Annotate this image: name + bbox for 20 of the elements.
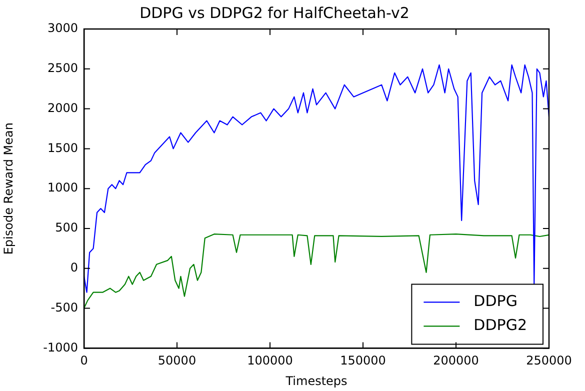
y-tick-label: 1000 [47, 180, 78, 195]
x-tick-label: 150000 [340, 354, 386, 368]
x-tick-label: 250000 [526, 354, 572, 368]
y-tick-label: -500 [50, 300, 78, 314]
y-tick-label: 1500 [47, 140, 78, 155]
y-tick-label: -1000 [43, 340, 78, 354]
y-tick-label: 3000 [47, 21, 78, 36]
y-axis-title: Episode Reward Mean [1, 122, 16, 255]
x-tick-label: 200000 [433, 354, 479, 368]
y-tick-label: 2500 [47, 61, 78, 76]
x-tick-label: 0 [80, 354, 88, 368]
legend-label: DDPG2 [474, 316, 528, 334]
y-tick-label: 0 [70, 260, 78, 275]
y-tick-label: 2000 [47, 100, 78, 115]
y-tick-label: 500 [55, 220, 78, 235]
chart-title: DDPG vs DDPG2 for HalfCheetah-v2 [140, 4, 410, 22]
x-axis-title: Timesteps [284, 374, 348, 388]
legend-label: DDPG [474, 292, 518, 310]
x-tick-label: 100000 [247, 354, 293, 368]
x-tick-label: 50000 [158, 354, 196, 368]
